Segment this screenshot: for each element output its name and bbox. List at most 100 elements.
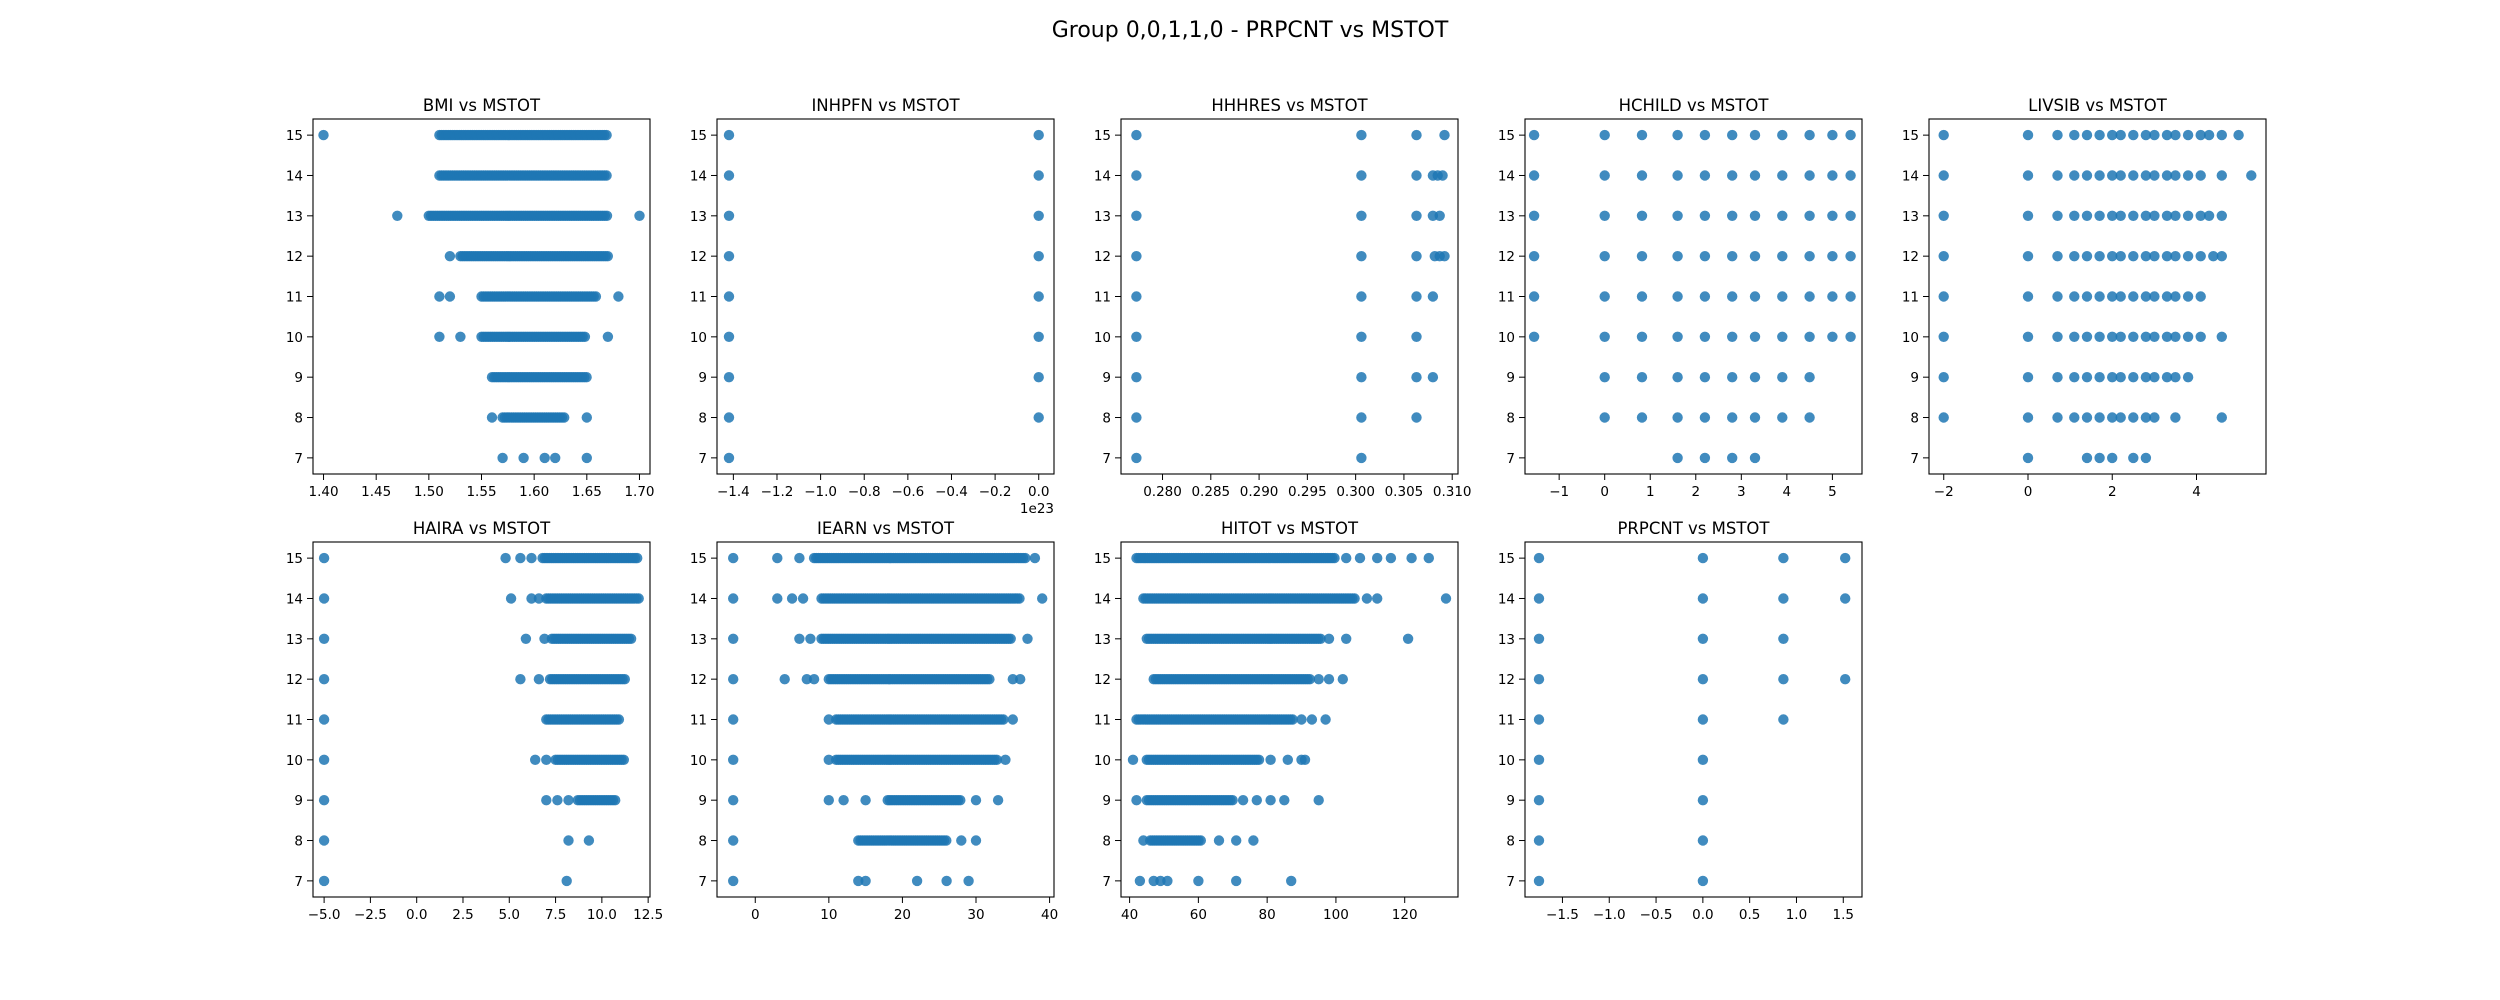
y-tick-label: 7 [294,451,303,467]
data-point [1672,291,1683,302]
data-point [318,714,330,725]
data-point [860,875,871,887]
data-point [2069,412,2080,423]
data-point [1528,331,1540,342]
subplot-5: LIVSIB vs MSTOT −2 0 2 4 7 8 9 10 11 12 13 14 15 [1902,96,2267,500]
y-tick-label: 11 [690,713,707,729]
y-tick-label: 15 [1498,128,1515,144]
data-point [1727,372,1738,383]
y-tick-label: 10 [1902,330,1919,346]
y-tick-label: 10 [690,330,707,346]
data-point [318,633,330,644]
y-tick-label: 13 [1498,209,1515,225]
x-tick-label: 30 [967,907,984,923]
data-point [1777,210,1788,221]
data-point [728,875,739,887]
data-point [1533,593,1545,604]
plot-frame [1120,118,1459,475]
data-point [1533,633,1545,644]
scatter-points [1528,129,1856,464]
data-point [1777,291,1788,302]
data-point [1938,210,1949,221]
data-point [1636,210,1648,221]
data-point [723,452,735,464]
data-point [1599,170,1610,181]
data-point [1727,452,1738,464]
data-point [1323,633,1335,644]
data-point [2022,412,2034,423]
data-point [1636,129,1648,141]
y-tick-label: 12 [1498,249,1515,265]
subplot-title: HCHILD vs MSTOT [1619,96,1770,115]
data-point [1131,291,1142,302]
data-point [2069,331,2080,342]
data-point [2107,291,2118,302]
data-point [318,875,330,887]
data-point [728,552,739,564]
data-point [1304,674,1316,685]
y-tick-label: 10 [1094,753,1111,769]
data-point [2216,129,2227,141]
data-point [998,714,1009,725]
data-point [2208,251,2219,262]
data-point [1337,674,1349,685]
data-point [1749,251,1761,262]
data-point [1037,593,1048,604]
scatter-points [318,129,645,464]
data-point [2216,251,2227,262]
data-point [2140,452,2152,464]
data-point [1299,754,1311,765]
y-tick-label: 11 [1498,290,1515,306]
data-point [318,552,330,564]
x-tick-label: 80 [1259,907,1276,923]
y-tick-label: 10 [286,330,303,346]
x-tick-label: 1.60 [519,484,549,500]
x-tick-label: 60 [1190,907,1207,923]
data-point [392,210,403,221]
x-tick-label: 7.5 [545,907,566,923]
data-point [2182,372,2194,383]
data-point [1533,795,1545,806]
data-point [1385,552,1397,564]
y-tick-label: 15 [286,128,303,144]
data-point [1749,291,1761,302]
data-point [602,331,614,342]
data-point [723,251,735,262]
data-point [2182,170,2194,181]
data-point [559,412,570,423]
data-point [2115,251,2126,262]
data-point [772,593,783,604]
data-point [1827,170,1838,181]
data-point [1804,331,1815,342]
y-tick-label: 9 [294,793,303,809]
data-point [2170,291,2181,302]
subplot-3: HHHRES vs MSTOT 0.280 0.285 0.290 0.295 0.300… [1094,96,1472,500]
data-point [561,875,572,887]
data-point [1349,593,1360,604]
x-tick-label: 0.5 [1739,907,1760,923]
data-point [2081,251,2093,262]
data-point [318,795,330,806]
x-tick-label: 1 [1646,484,1655,500]
data-point [772,552,783,564]
data-point [1533,835,1545,846]
data-point [1296,714,1307,725]
data-point [1193,875,1204,887]
data-point [563,795,574,806]
data-point [1938,251,1949,262]
data-point [2022,372,2034,383]
data-point [1777,170,1788,181]
data-point [1636,412,1648,423]
data-point [613,714,625,725]
subplot-title: PRPCNT vs MSTOT [1617,519,1770,538]
x-tick-label: −0.4 [935,484,968,500]
data-point [1749,372,1761,383]
data-point [1131,372,1142,383]
data-point [2115,372,2126,383]
x-tick-label: 120 [1392,907,1418,923]
data-point [1356,372,1367,383]
data-point [1804,210,1815,221]
data-point [1356,210,1367,221]
data-point [541,754,552,765]
